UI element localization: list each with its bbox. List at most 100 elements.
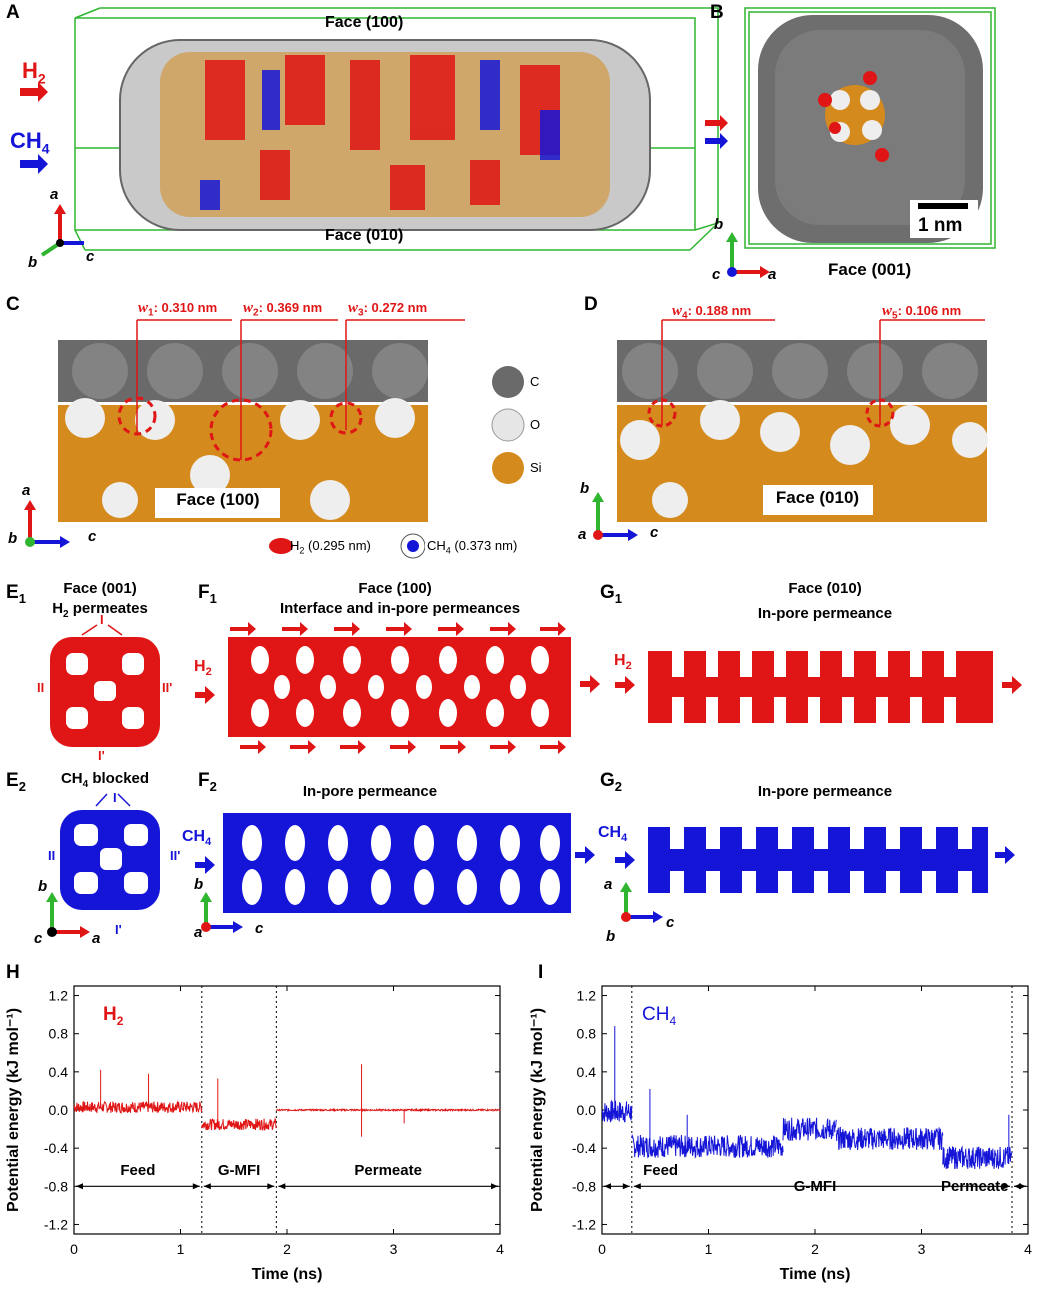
panel-a-axis-a: a: [50, 186, 59, 203]
panel-e1-title1: Face (001): [63, 580, 137, 597]
e1-label-Ip: I': [98, 748, 105, 763]
region-arrow-head: [76, 1183, 83, 1190]
panel-f2-axis-b: b: [194, 876, 204, 893]
panel-e1-title2: H2 permeates: [36, 600, 164, 620]
legend-h2-size: (0.295 nm): [304, 538, 371, 553]
panel-a-axis-b: b: [28, 254, 38, 271]
data-line-segment: [835, 1126, 944, 1151]
y-tick-label: 0.0: [577, 1102, 597, 1118]
e1-label-I: I: [100, 612, 104, 627]
molecule-legend: [269, 533, 425, 559]
w5-sym: w: [882, 303, 893, 319]
w4-sub: 4: [682, 310, 688, 322]
e2-title-rest: blocked: [88, 770, 150, 787]
panel-g1-letter: G: [600, 582, 615, 603]
panel-f2-axis-c: c: [255, 920, 264, 937]
region-label: Feed: [643, 1162, 678, 1179]
panel-g2-sub: 2: [614, 778, 623, 794]
panel-c-axis-c: c: [88, 528, 97, 545]
panel-f1-title2: Interface and in-pore permeances: [279, 600, 521, 617]
panel-c-axis-b: b: [8, 530, 18, 547]
x-tick-label: 4: [1024, 1241, 1032, 1257]
panel-b-face: Face (001): [828, 260, 912, 279]
f2-gas-text: CH: [182, 828, 206, 845]
region-arrow-head: [622, 1183, 630, 1190]
e1-label-IIp: II': [162, 680, 173, 695]
panel-d-label: D: [584, 294, 598, 315]
x-tick-label: 0: [598, 1241, 606, 1257]
y-tick-label: -0.4: [572, 1140, 596, 1156]
w4-label: w4: 0.188 nm: [672, 303, 751, 322]
series-label: CH4: [642, 1004, 676, 1028]
panel-d-figure: [592, 319, 988, 541]
y-tick-label: 0.4: [577, 1064, 597, 1080]
series-label: H2: [103, 1004, 124, 1028]
legend-h2-sub: 2: [299, 545, 305, 556]
panel-b-axis-a: a: [768, 266, 777, 283]
series-label-base: H: [103, 1004, 117, 1025]
panel-d-axis-a: a: [578, 526, 587, 543]
w1-sym: w: [138, 300, 149, 316]
atom-c-swatch: [492, 366, 524, 398]
panel-a-gas-ch4: CH4: [10, 128, 50, 156]
panel-f1-letter: F: [198, 582, 210, 603]
panel-f1-title1: Face (100): [358, 580, 432, 597]
e1-title-gas: H: [52, 600, 64, 617]
region-label: Permeate: [941, 1178, 1009, 1195]
data-line-segment: [201, 1117, 277, 1131]
panel-h-label: H: [6, 962, 20, 983]
e2-label-Ip: I': [115, 922, 122, 937]
w5-val: : 0.106 nm: [897, 303, 962, 318]
g2-gas-label: CH4: [598, 824, 627, 844]
f2-gas-sub: 4: [205, 836, 212, 849]
data-line-segment: [942, 1145, 1013, 1170]
panel-f2-figure: [195, 813, 595, 933]
panel-g1-figure: [615, 637, 1022, 737]
panel-f2-letter: F: [198, 770, 210, 791]
w2-label: w2: 0.369 nm: [243, 300, 322, 319]
panel-g2-axis-b: b: [606, 928, 616, 945]
panel-a-face-bottom: Face (010): [325, 227, 404, 244]
panel-g2-axis-a: a: [604, 876, 613, 893]
y-tick-label: -1.2: [572, 1216, 596, 1232]
atom-o-label: O: [530, 417, 541, 432]
data-series: [601, 1026, 1013, 1170]
panel-f2-title: In-pore permeance: [302, 783, 438, 800]
g1-gas-text: H: [614, 652, 626, 669]
g1-gas-label: H2: [614, 652, 632, 672]
legend-ch4: CH4 (0.373 nm): [427, 538, 517, 556]
x-tick-label: 2: [811, 1241, 819, 1257]
w2-val: : 0.369 nm: [258, 300, 323, 315]
w3-val: : 0.272 nm: [363, 300, 428, 315]
panel-f2-label: F2: [198, 770, 217, 794]
data-line-segment: [73, 1100, 203, 1115]
panel-a-label: A: [6, 2, 20, 23]
panel-e2-axis-b: b: [38, 878, 48, 895]
panel-e2-letter: E: [6, 770, 19, 791]
e1-label-II: II: [37, 680, 45, 695]
y-axis-label: Potential energy (kJ mol⁻¹): [529, 1008, 546, 1212]
w1-val: : 0.310 nm: [153, 300, 218, 315]
panel-g1-title2: In-pore permeance: [757, 605, 893, 622]
region-arrow-head: [267, 1183, 275, 1190]
panel-e2-axis-c: c: [34, 930, 43, 947]
gas-ch4-text: CH: [10, 128, 42, 153]
panel-c-axis-a: a: [22, 482, 31, 499]
e1-title-gas-sub: 2: [63, 609, 69, 620]
g2-gas-sub: 4: [621, 832, 628, 845]
series-label-sub: 4: [669, 1014, 676, 1028]
e2-label-IIp: II': [170, 848, 181, 863]
w4-sym: w: [672, 303, 683, 319]
region-arrow-head: [1003, 1183, 1011, 1190]
data-line-segment: [631, 1133, 784, 1159]
series-label-base: CH: [642, 1004, 669, 1025]
w5-sub: 5: [892, 310, 898, 322]
x-axis-label: Time (ns): [252, 1266, 323, 1283]
w3-sym: w: [348, 300, 359, 316]
legend-ch4-sub: 4: [445, 545, 451, 556]
panel-e1-letter: E: [6, 582, 19, 603]
panel-e2-label: E2: [6, 770, 26, 794]
y-tick-label: 0.8: [577, 1026, 597, 1042]
x-tick-label: 0: [70, 1241, 78, 1257]
panel-g1-sub: 1: [614, 590, 623, 606]
